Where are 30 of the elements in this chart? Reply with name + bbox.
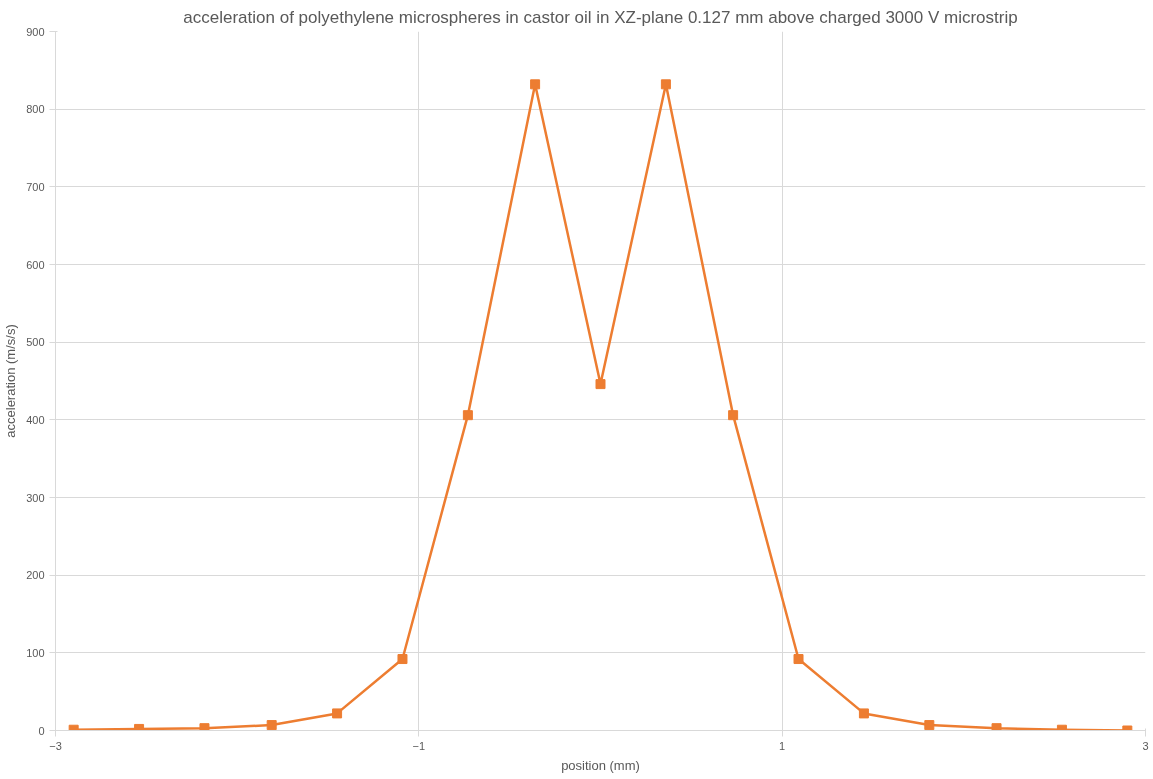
point: [728, 410, 739, 421]
point: [660, 79, 671, 90]
point: [266, 720, 277, 731]
point: [332, 708, 343, 719]
y-axis-title: acceleration (m/s/s): [3, 324, 19, 438]
chart-title: acceleration of polyethylene microspheres in castor oil in XZ-plane 0.127 mm above charged 3000 V microstrip: [183, 7, 1018, 27]
y-tick-label: 800: [26, 103, 45, 116]
y-tick-label: 900: [26, 25, 45, 38]
point: [397, 654, 408, 665]
point: [462, 410, 473, 421]
point: [924, 720, 935, 731]
y-tick-label: 700: [26, 180, 45, 193]
y-tick-label: 600: [26, 258, 45, 271]
point: [595, 379, 606, 390]
y-tick-label: 300: [26, 491, 45, 504]
y-tick-label: 0: [38, 724, 45, 737]
x-axis-title: position (mm): [561, 757, 640, 773]
x-tick-label: −1: [412, 739, 426, 752]
point: [858, 708, 869, 719]
x-tick-label: 1: [779, 739, 786, 752]
y-tick-label: 200: [26, 569, 45, 582]
x-tick-label: −3: [49, 739, 62, 752]
x-tick-label: 3: [1142, 739, 1149, 752]
point: [199, 723, 210, 731]
y-tick-label: 400: [26, 413, 45, 426]
y-tick-label: 100: [26, 646, 45, 659]
point: [793, 654, 804, 665]
point: [530, 79, 541, 90]
point: [991, 723, 1002, 731]
y-tick-label: 500: [26, 336, 45, 349]
